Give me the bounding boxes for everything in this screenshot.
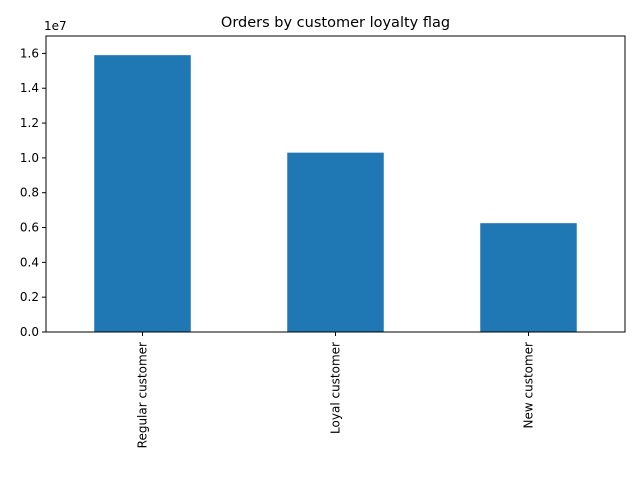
chart-title: Orders by customer loyalty flag [221,15,450,31]
y-tick-label: 0.6 [20,221,39,235]
y-tick-label: 0.4 [20,255,39,269]
y-tick-label: 1.4 [20,81,39,95]
bar-regular-customer [94,55,191,332]
x-axis: Regular customer Loyal customer New custom… [136,332,536,448]
y-tick-label: 0.2 [20,290,39,304]
y-tick-label: 0.8 [20,186,39,200]
y-tick-label: 0.0 [20,325,39,339]
x-tick-label: Loyal customer [329,342,343,434]
x-tick-label: New customer [522,342,536,429]
plot-frame [45,35,626,333]
y-axis: 0.0 0.2 0.4 0.6 0.8 1.0 1.2 1.4 1.6 [20,46,46,339]
y-axis-offset-text: 1e7 [44,19,67,33]
bars-group [94,55,577,332]
y-tick-label: 1.2 [20,116,39,130]
bar-new-customer [480,223,577,332]
y-tick-label: 1.6 [20,46,39,60]
x-tick-label: Regular customer [136,342,150,448]
y-tick-label: 1.0 [20,151,39,165]
bar-loyal-customer [287,152,384,332]
